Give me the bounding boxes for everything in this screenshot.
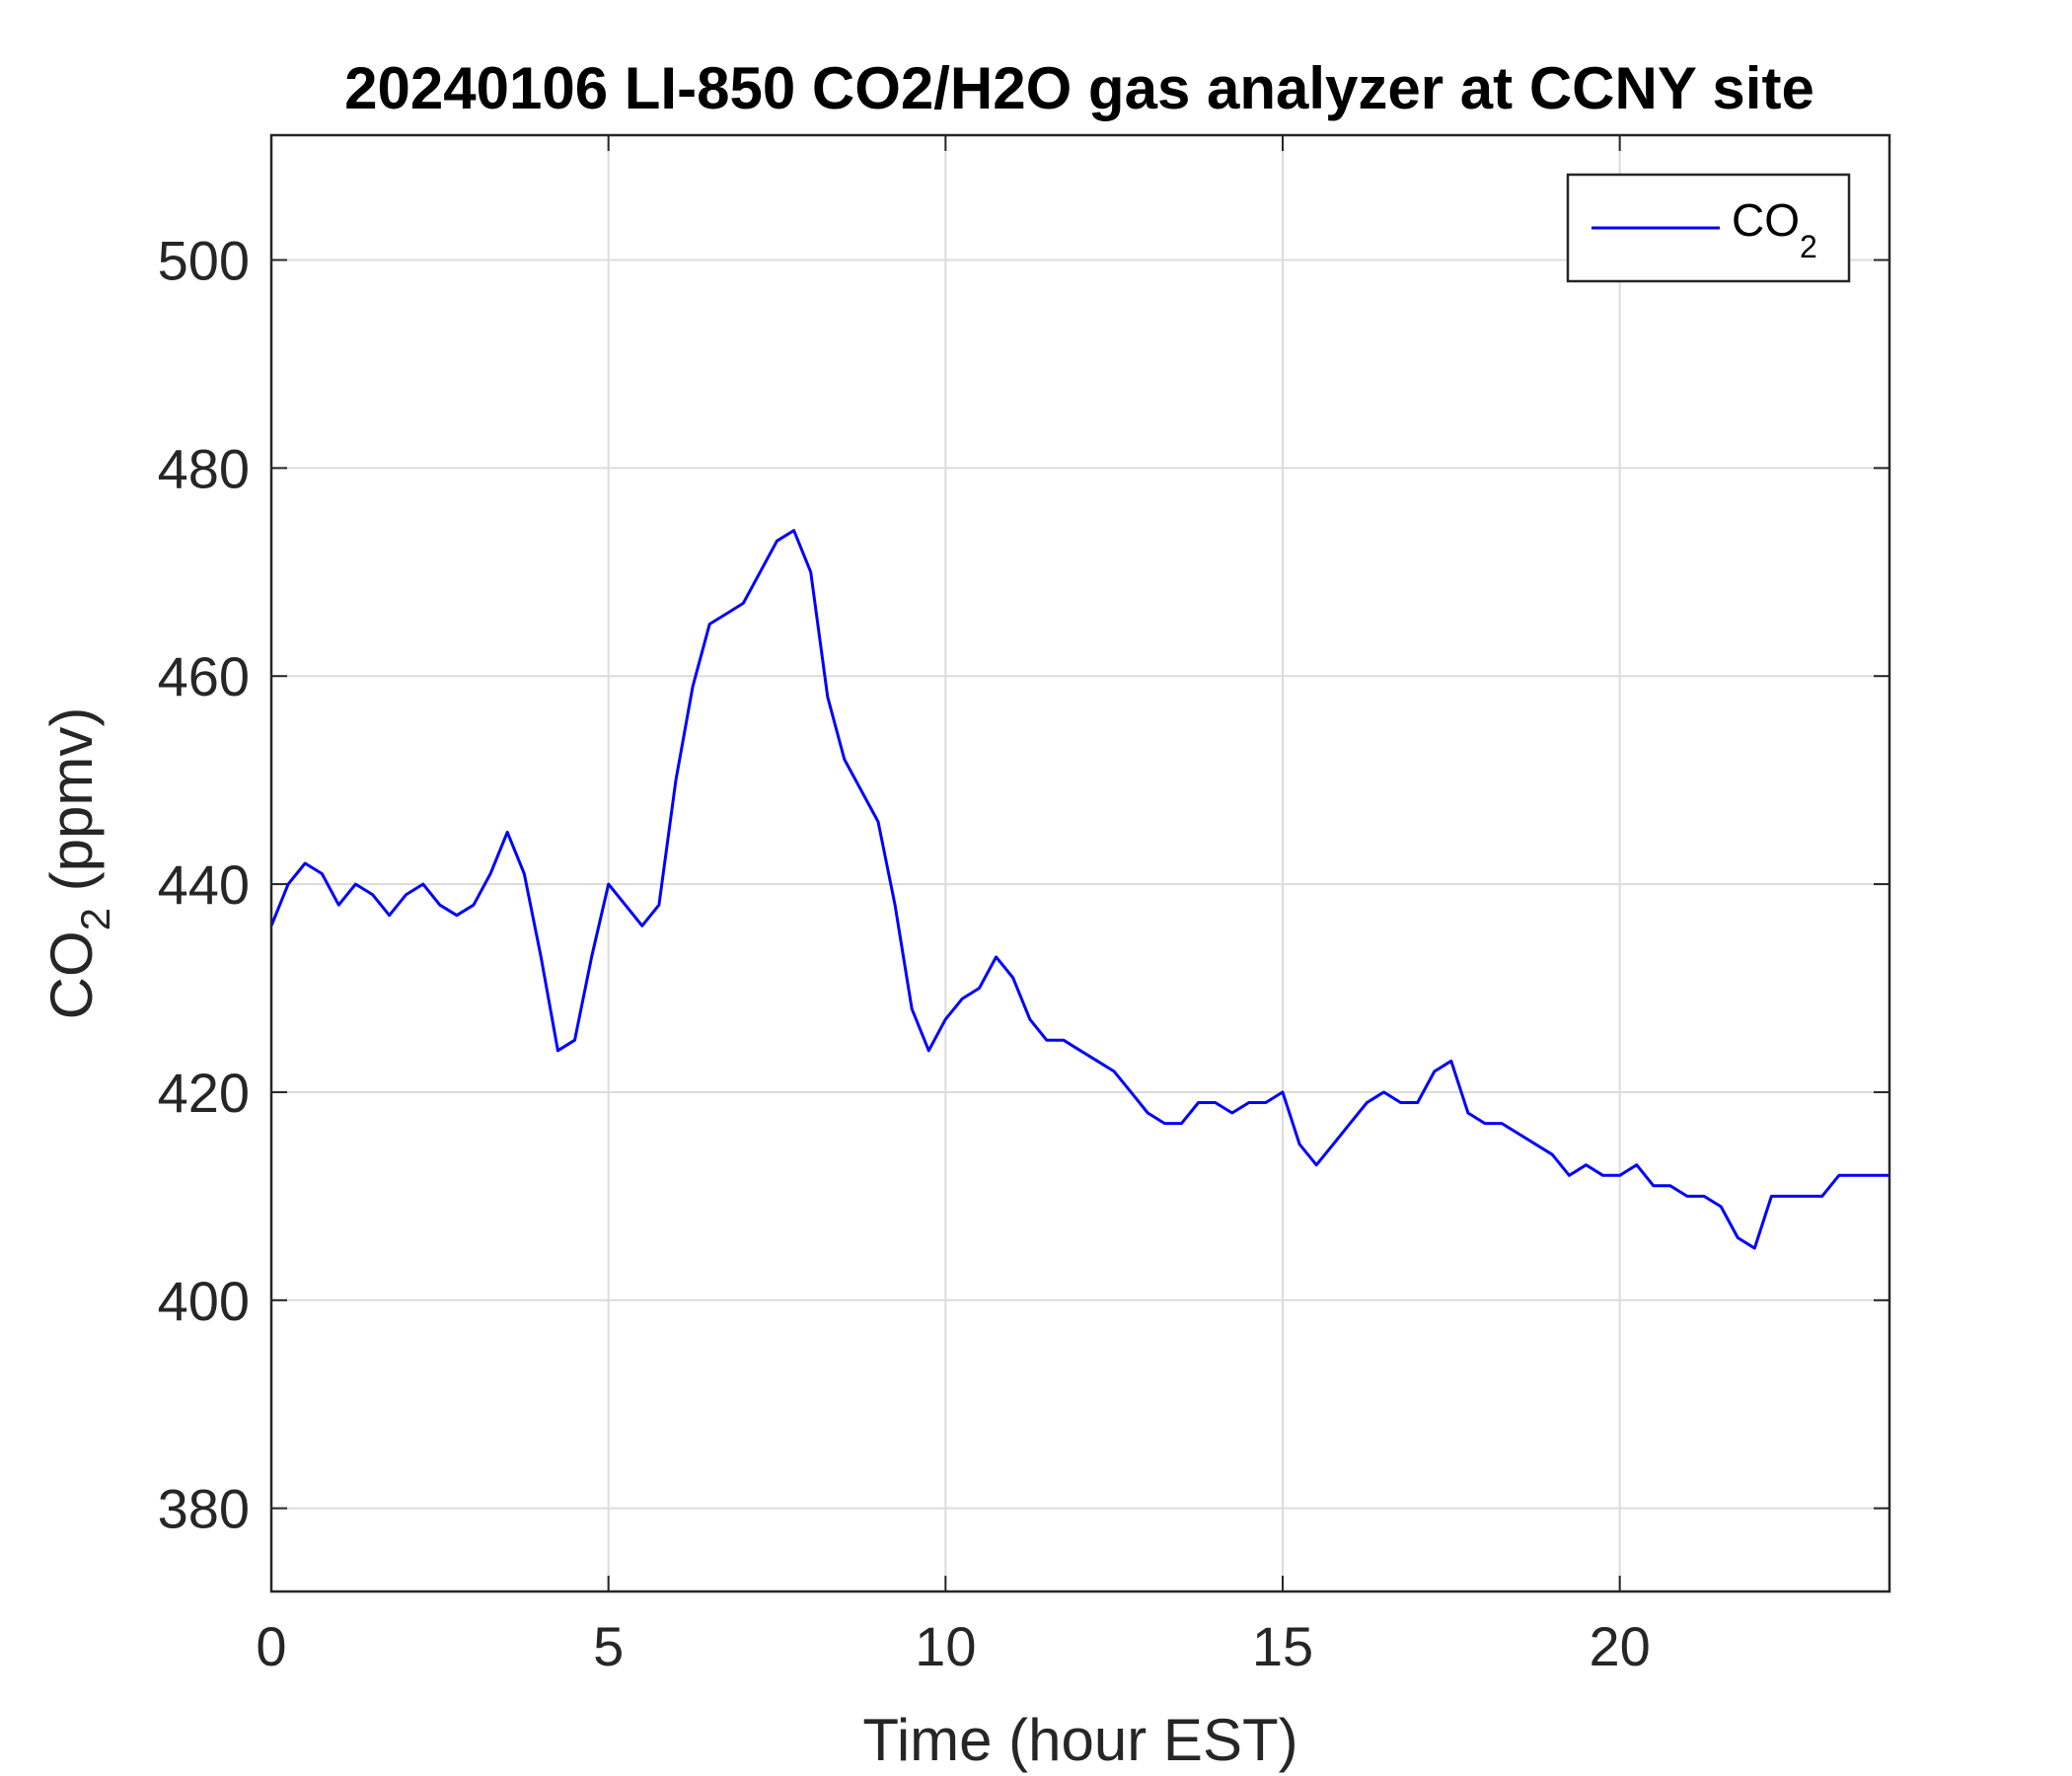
co2-series-line [269,529,1889,1250]
legend-entry-co2: CO2 [1732,194,1817,264]
y-tick-label: 380 [158,1478,250,1540]
x-tick-label: 10 [915,1615,976,1677]
y-axis-label-units: (ppmv) [38,707,105,908]
x-tick-label: 0 [256,1615,286,1677]
y-tick-label: 480 [158,437,250,499]
tick-marks [270,135,1889,1591]
y-axis-label-base: CO [38,930,105,1019]
x-tick-labels: 0 5 10 15 20 [256,1615,1650,1677]
x-tick-label: 15 [1252,1615,1313,1677]
x-axis-label: Time (hour EST) [862,1707,1297,1773]
x-tick-label: 20 [1590,1615,1651,1677]
plot-area-frame [269,133,1891,1593]
x-tick-label: 5 [593,1615,624,1677]
y-tick-label: 460 [158,645,250,707]
chart-title: 20240106 LI-850 CO2/H2O gas analyzer at … [344,55,1814,121]
y-tick-label: 440 [158,853,250,916]
y-axis-label-subscript: 2 [72,908,118,930]
legend: CO2 [1566,173,1851,283]
y-tick-labels: 380 400 420 440 460 480 500 [158,230,250,1540]
y-tick-label: 400 [158,1270,250,1332]
y-axis-label: CO2 (ppmv) [38,707,118,1020]
y-tick-label: 500 [158,230,250,292]
y-tick-label: 420 [158,1062,250,1124]
legend-entry-base: CO [1732,194,1800,246]
legend-entry-subscript: 2 [1800,229,1817,264]
